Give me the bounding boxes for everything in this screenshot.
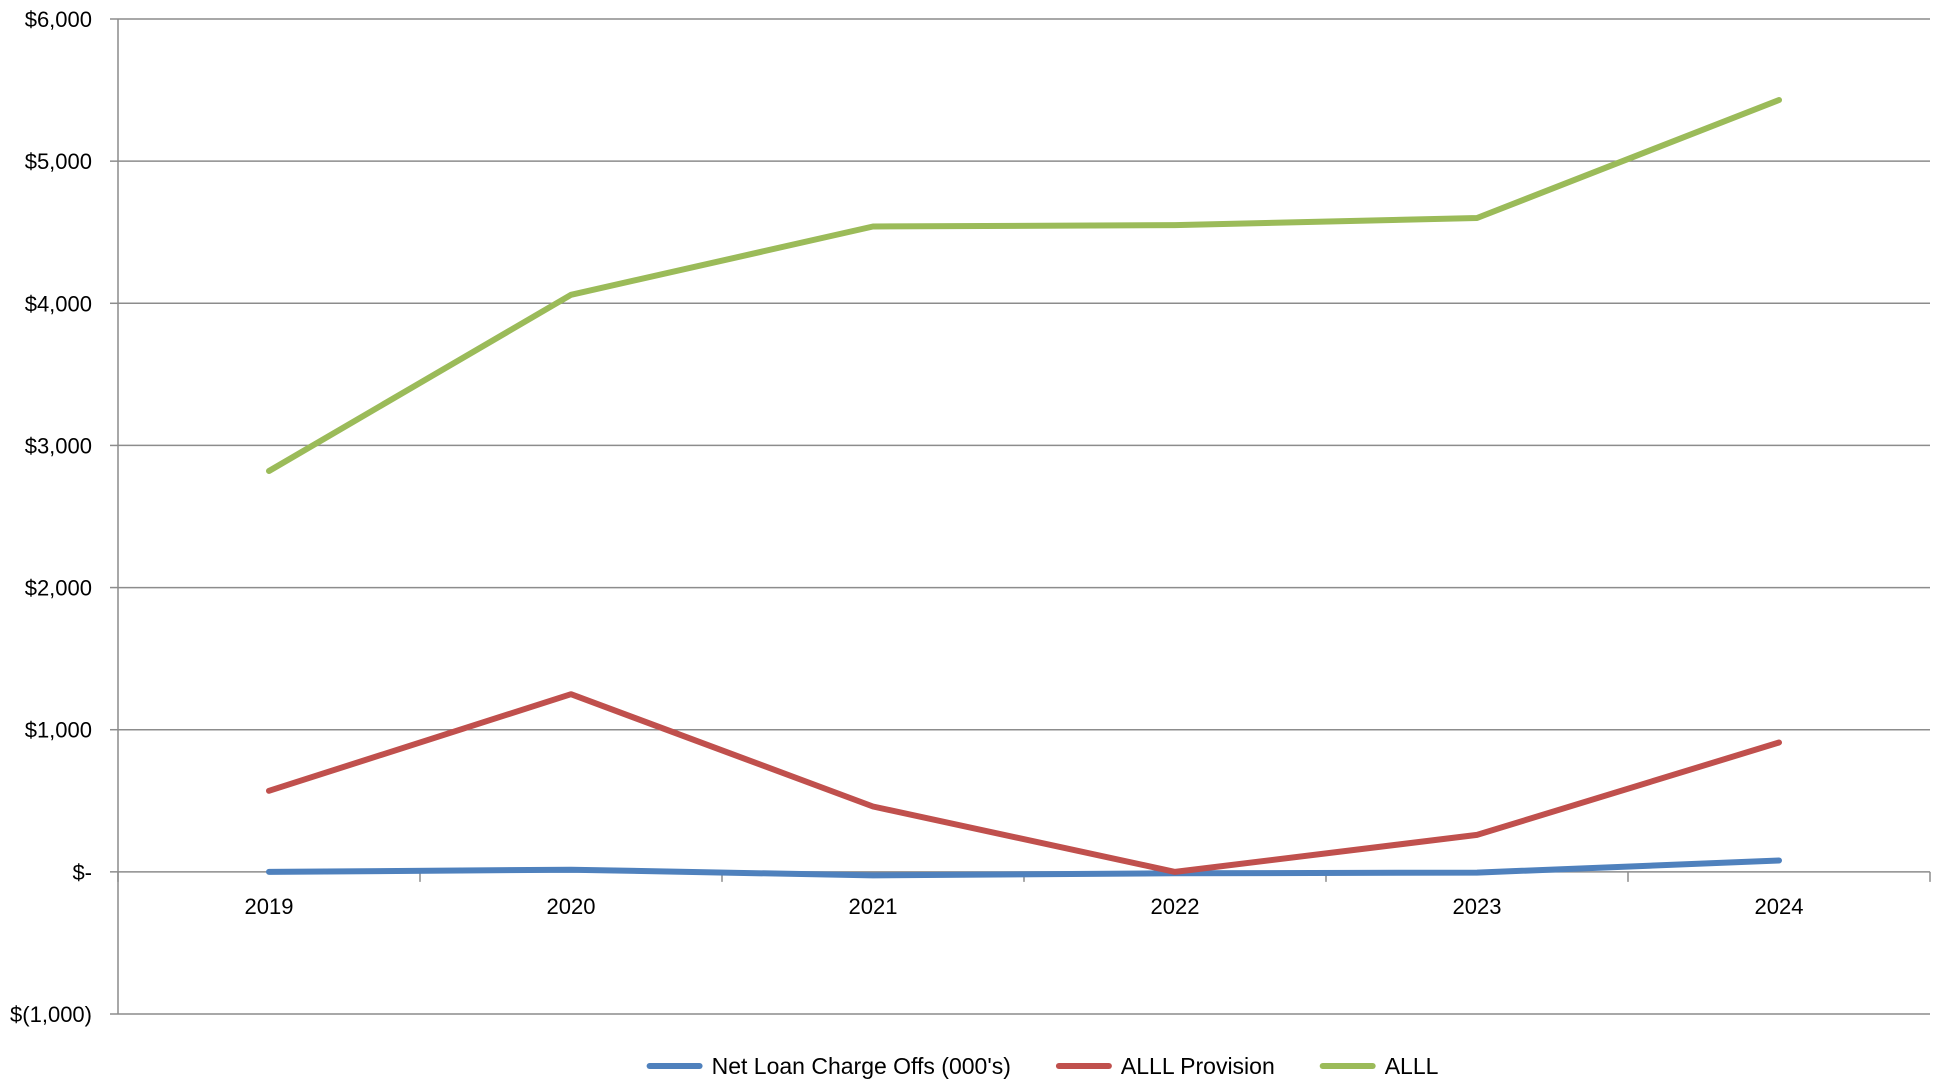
y-tick-label: $-	[72, 860, 92, 885]
y-tick-label: $(1,000)	[10, 1002, 92, 1027]
x-tick-label: 2020	[547, 894, 596, 919]
legend-label: ALLL Provision	[1121, 1053, 1275, 1079]
y-tick-label: $5,000	[25, 149, 92, 174]
series-lines	[266, 97, 1782, 879]
legend-item: Net Loan Charge Offs (000's)	[646, 1053, 1011, 1079]
x-tick-label: 2023	[1453, 894, 1502, 919]
legend-item: ALLL	[1319, 1053, 1439, 1079]
gridlines	[118, 18, 1930, 1015]
series-line-2	[266, 691, 1782, 875]
x-tick-label: 2024	[1755, 894, 1804, 919]
y-tick-label: $1,000	[25, 718, 92, 743]
y-tick-label: $3,000	[25, 433, 92, 458]
series-line-3	[266, 97, 1782, 474]
legend: Net Loan Charge Offs (000's) ALLL Provisi…	[646, 1053, 1439, 1079]
x-tick-label: 2019	[245, 894, 294, 919]
series-line-1	[266, 857, 1782, 879]
x-tick-label: 2022	[1151, 894, 1200, 919]
y-tick-label: $2,000	[25, 576, 92, 601]
x-tick-label: 2021	[849, 894, 898, 919]
y-tick-label: $4,000	[25, 291, 92, 316]
y-tick-label: $6,000	[25, 7, 92, 32]
legend-label: ALLL	[1385, 1053, 1439, 1079]
legend-label: Net Loan Charge Offs (000's)	[712, 1053, 1011, 1079]
legend-item: ALLL Provision	[1055, 1053, 1275, 1079]
